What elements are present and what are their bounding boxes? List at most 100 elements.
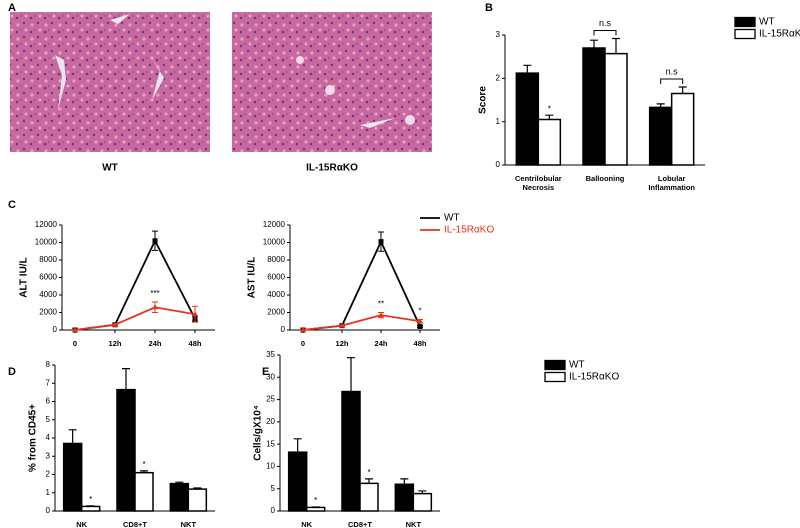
x-tick-label: 12h <box>336 339 349 348</box>
y-tick-label: 2 <box>496 73 501 82</box>
y-axis-label: Score <box>478 86 489 114</box>
error-bar <box>193 487 202 490</box>
error-bar <box>678 86 687 94</box>
legend-label: IL-15RαKO <box>569 372 619 383</box>
bar <box>341 390 361 512</box>
x-tick-label: 24h <box>375 339 388 348</box>
legend-label: IL-15RαKO <box>759 29 800 40</box>
error-bar <box>590 39 598 48</box>
annotation: * <box>89 495 92 504</box>
y-tick-label: 0 <box>281 325 286 334</box>
marker <box>72 327 78 332</box>
x-tick-label: Centrilobular Necrosis <box>515 174 562 192</box>
y-axis-label: AST IU/L <box>247 257 258 299</box>
panel-label: A <box>8 2 16 14</box>
marker <box>378 239 384 245</box>
y-tick-label: 7 <box>46 378 51 387</box>
y-axis-label: ALT IU/L <box>19 257 30 297</box>
error-bar <box>86 505 95 507</box>
y-tick-label: 1 <box>496 117 501 126</box>
annotation: * <box>367 468 370 477</box>
bar <box>169 482 190 512</box>
y-tick-label: 1 <box>46 488 51 497</box>
y-tick-label: 6 <box>46 397 51 406</box>
annotation: * <box>548 104 551 113</box>
panel-label: D <box>8 366 16 378</box>
y-tick-label: 2000 <box>267 308 285 317</box>
x-tick-label: 0 <box>73 339 77 348</box>
y-tick-label: 3 <box>496 30 501 39</box>
x-tick-label: CD8+T <box>348 520 372 528</box>
x-tick-label: 0 <box>301 339 305 348</box>
error-bar <box>140 470 148 473</box>
annotation: *** <box>150 289 159 298</box>
x-tick-label: 24h <box>149 339 162 348</box>
y-tick-label: 3 <box>46 451 51 460</box>
error-bar <box>523 64 532 74</box>
panel-label: C <box>8 199 16 211</box>
x-tick-label: NK <box>301 520 312 528</box>
marker <box>192 311 198 317</box>
y-tick-label: 12000 <box>263 220 286 229</box>
x-tick-label: 48h <box>414 339 427 348</box>
y-tick-label: 2000 <box>39 308 57 317</box>
annotation: ** <box>378 300 384 309</box>
bar <box>134 471 154 512</box>
legend-swatch <box>544 359 566 371</box>
y-tick-label: 25 <box>266 395 275 404</box>
annotation: * <box>418 307 421 316</box>
y-tick-label: 5 <box>271 484 276 493</box>
error-bar <box>400 478 409 485</box>
annotation: * <box>142 460 145 469</box>
bar <box>62 442 83 512</box>
legend-label: WT <box>444 213 460 224</box>
error-bar <box>656 103 665 108</box>
marker <box>339 322 345 328</box>
y-axis-label: % from CD45+ <box>28 404 39 472</box>
legend-label: IL-15RαKO <box>444 225 494 236</box>
y-tick-label: 5 <box>46 415 51 424</box>
y-tick-label: 0 <box>496 160 501 169</box>
error-bar <box>68 429 77 444</box>
bar <box>394 483 415 512</box>
line <box>74 306 196 331</box>
x-tick-label: 12h <box>109 339 122 348</box>
bar <box>359 482 379 512</box>
marker <box>152 304 158 310</box>
bar <box>412 492 433 512</box>
legend-swatch <box>734 16 756 28</box>
y-tick-label: 0 <box>46 506 51 515</box>
error-bar <box>612 37 620 54</box>
annotation: n.s <box>666 66 679 76</box>
y-tick-label: 4000 <box>39 290 57 299</box>
y-tick-label: 6000 <box>267 273 285 282</box>
y-tick-label: 6000 <box>39 273 57 282</box>
x-tick-label: NKT <box>406 520 422 528</box>
x-tick-label: NKT <box>181 520 197 528</box>
x-tick-label: 48h <box>189 339 202 348</box>
y-tick-label: 10000 <box>35 238 58 247</box>
y-tick-label: 2 <box>46 470 51 479</box>
bar <box>287 451 308 512</box>
marker <box>112 321 118 327</box>
histology-wt <box>10 12 210 152</box>
y-tick-label: 8000 <box>39 255 57 264</box>
bar <box>537 118 562 166</box>
image-caption: WT <box>102 163 118 174</box>
y-tick-label: 10000 <box>263 238 286 247</box>
annotation: n.s <box>599 18 612 28</box>
y-tick-label: 4 <box>46 433 51 442</box>
y-axis-label: Cells/gX10⁴ <box>253 405 264 461</box>
y-tick-label: 15 <box>266 439 275 448</box>
marker <box>152 238 158 244</box>
error-bar <box>175 481 184 484</box>
legend-label: WT <box>569 360 585 371</box>
y-tick-label: 12000 <box>35 220 58 229</box>
y-tick-label: 8000 <box>267 255 285 264</box>
marker <box>300 327 306 332</box>
error-bar <box>293 438 302 453</box>
panel-label: E <box>262 366 269 378</box>
error-bar <box>122 368 130 390</box>
legend-swatch <box>734 28 756 40</box>
bar <box>670 92 695 166</box>
